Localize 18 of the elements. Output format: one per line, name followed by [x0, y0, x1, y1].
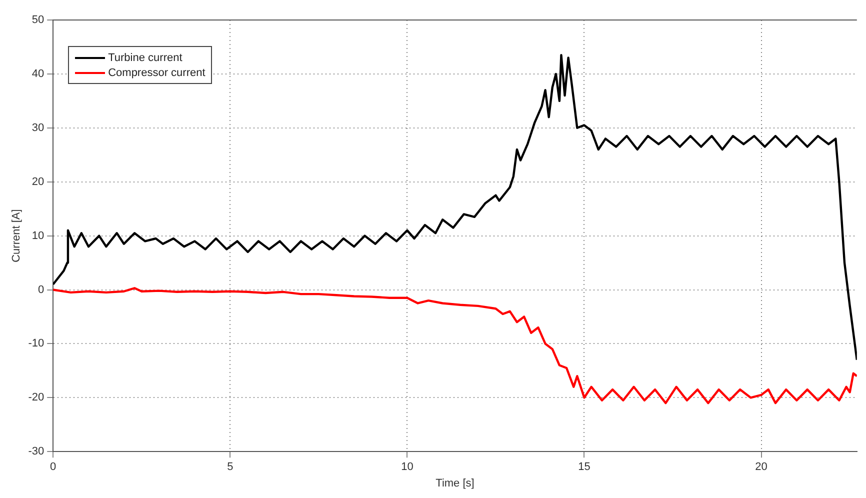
y-tick-label: -20: [28, 392, 44, 404]
y-tick-label: -30: [28, 446, 44, 458]
x-axis-title: Time [s]: [436, 477, 474, 490]
legend-label: Turbine current: [108, 52, 182, 64]
y-tick-label: -10: [28, 338, 44, 350]
y-axis-title: Current [A]: [10, 209, 23, 262]
y-tick-label: 10: [32, 230, 44, 242]
x-tick-label: 5: [227, 461, 234, 474]
y-tick-label: 20: [32, 176, 44, 188]
y-tick-label: 50: [32, 14, 44, 26]
x-tick-label: 0: [50, 461, 56, 474]
x-tick-label: 10: [401, 461, 414, 474]
x-tick-label: 15: [578, 461, 590, 474]
x-tick-label: 20: [755, 461, 768, 474]
legend-label: Compressor current: [108, 66, 206, 78]
y-tick-label: 40: [32, 68, 44, 80]
y-tick-label: 30: [32, 122, 44, 134]
y-tick-label: 0: [38, 284, 44, 296]
